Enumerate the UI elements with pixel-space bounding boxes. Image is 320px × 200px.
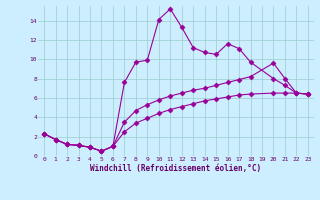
X-axis label: Windchill (Refroidissement éolien,°C): Windchill (Refroidissement éolien,°C) [91,164,261,173]
